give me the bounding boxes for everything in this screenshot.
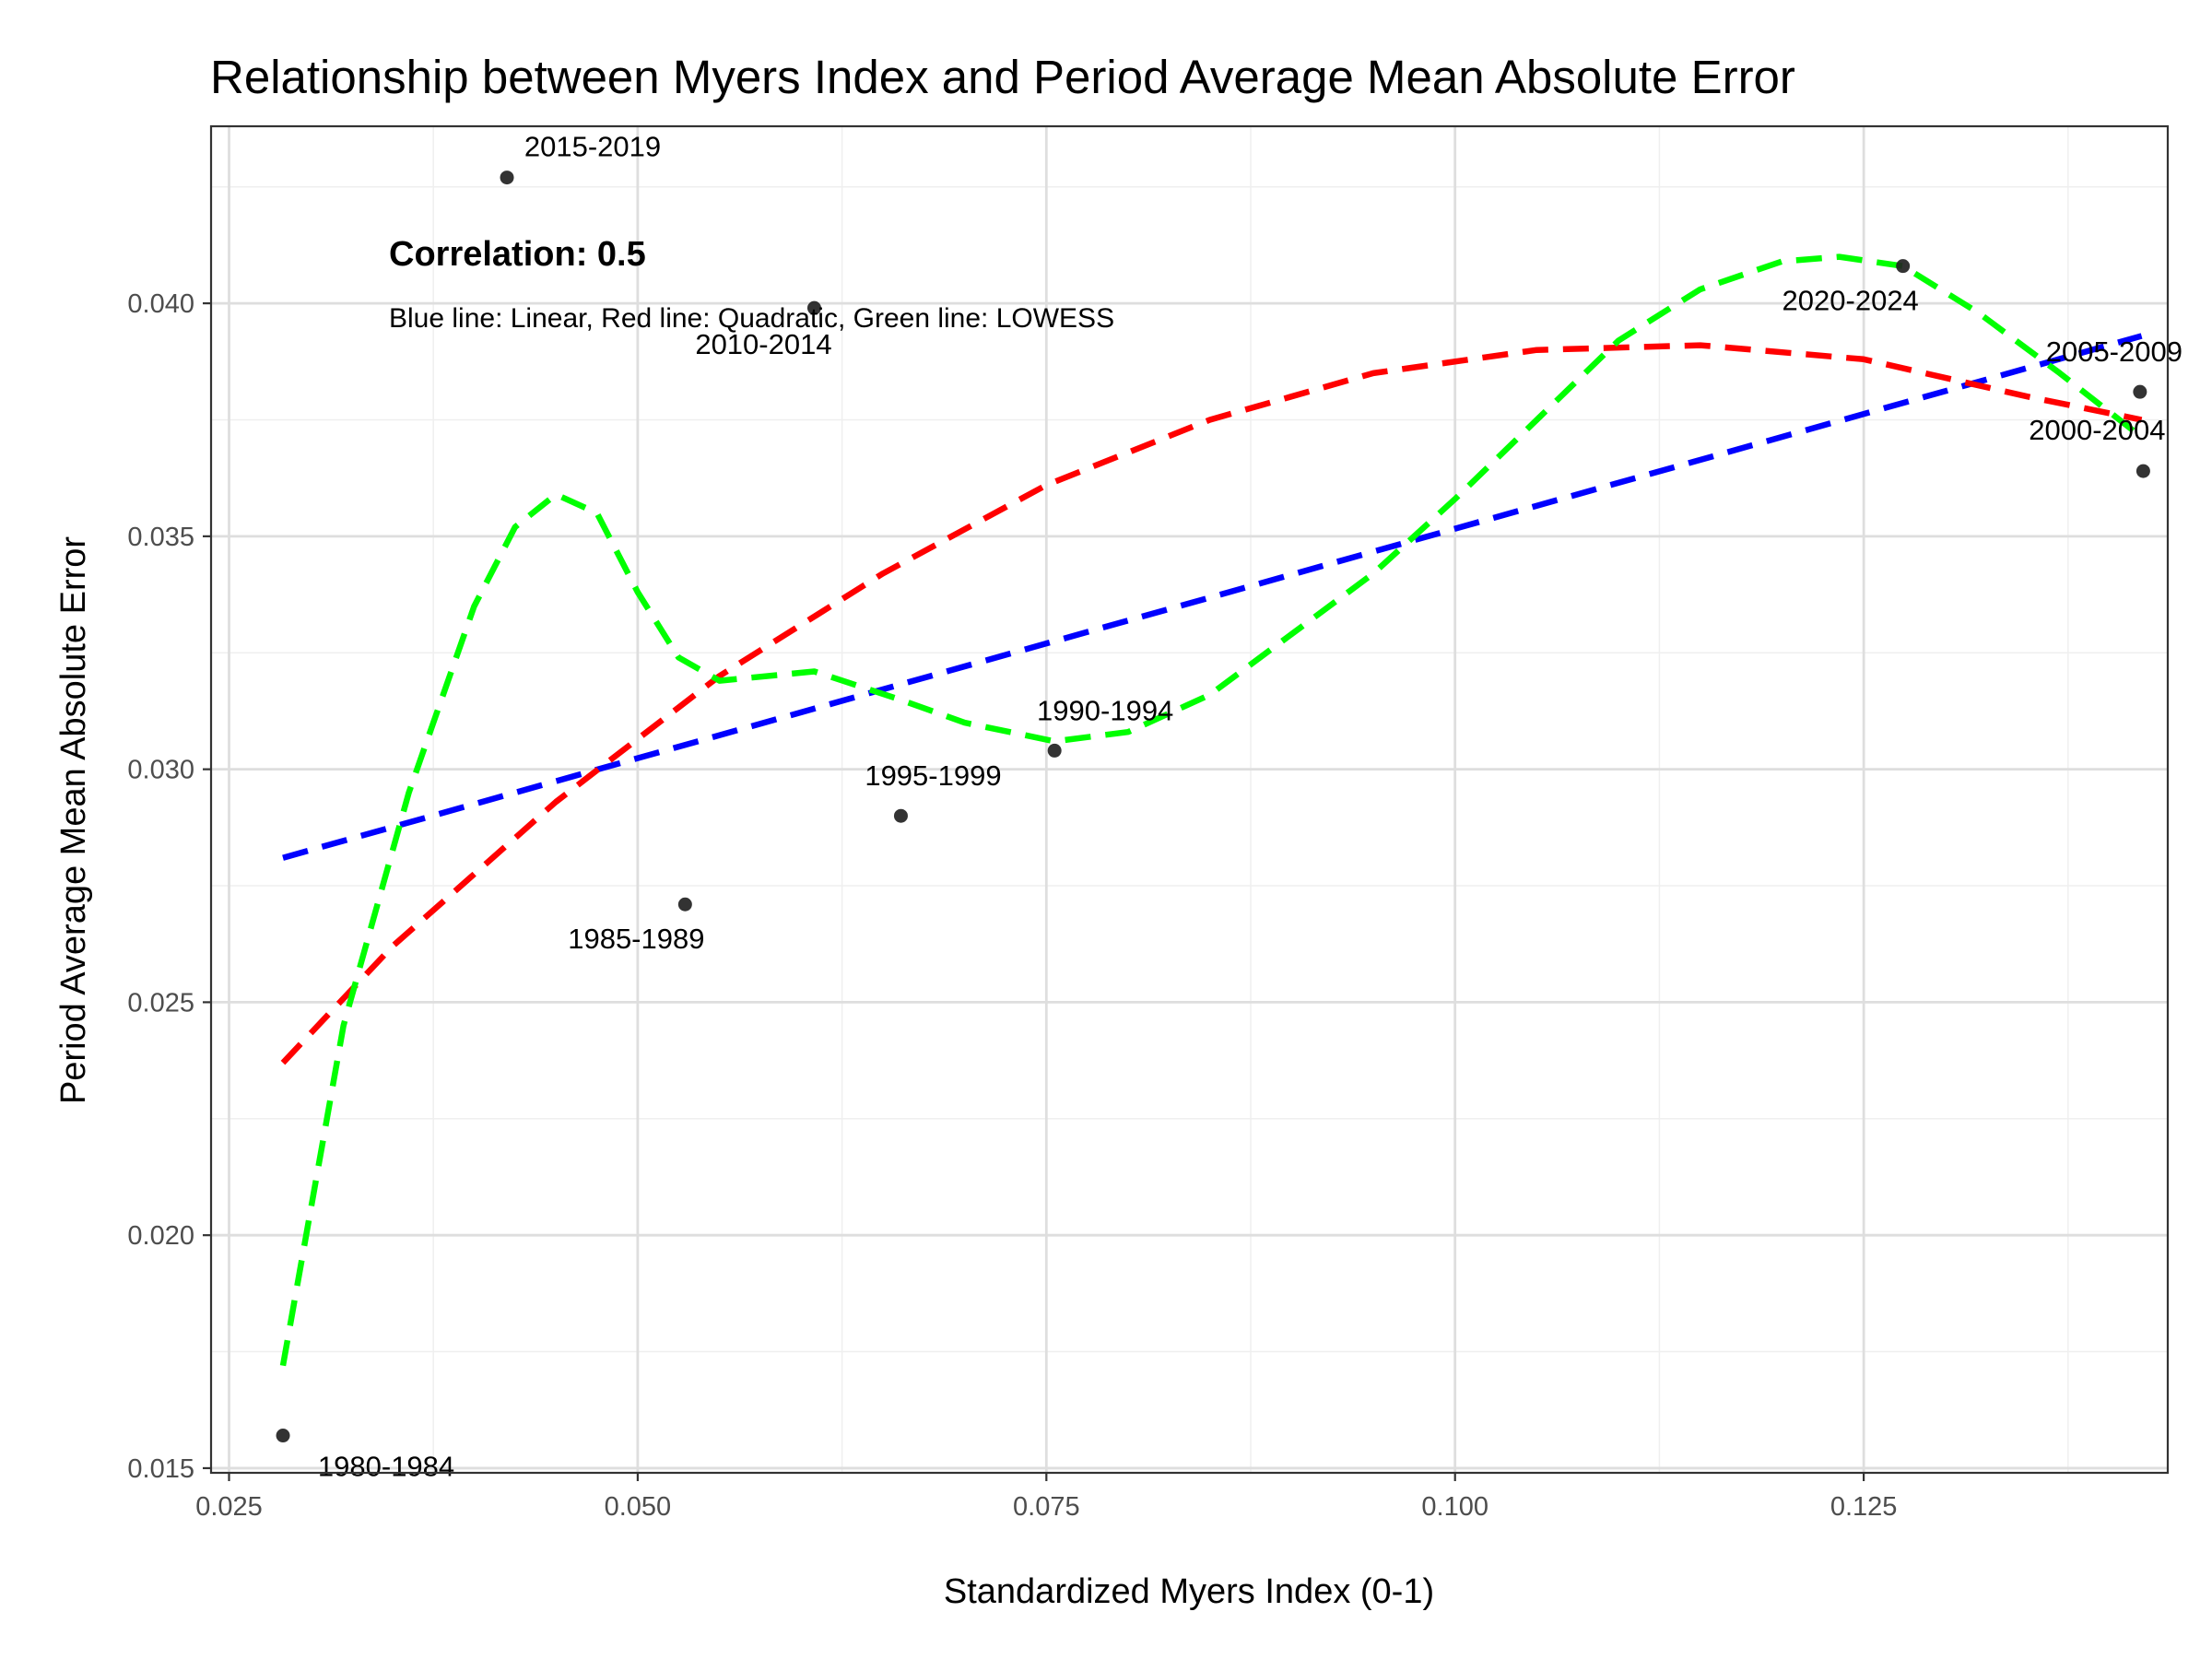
y-tick-label: 0.035: [127, 523, 194, 552]
data-points: [276, 171, 2150, 1443]
y-tick-label: 0.040: [127, 289, 194, 319]
annotations: Correlation: 0.5 Blue line: Linear, Red l…: [389, 235, 1114, 334]
panel-border: [209, 124, 2170, 1475]
y-tick-label: 0.025: [127, 988, 194, 1018]
data-point: [2133, 384, 2147, 399]
data-point: [1896, 259, 1911, 274]
point-label: 2020-2024: [1783, 285, 1919, 317]
data-point: [893, 808, 908, 823]
data-point: [677, 897, 692, 912]
point-labels: 1980-1984 1985-1989 1990-1994 1995-1999 2000…: [318, 131, 2183, 1483]
y-axis-ticks: 0.015 0.020 0.025 0.030 0.035 0.040: [127, 289, 211, 1484]
point-label: 1995-1999: [865, 759, 1001, 792]
point-label: 2000-2004: [2029, 414, 2165, 446]
fit-lines: [279, 253, 2146, 1367]
fit-line-lowess: [279, 253, 2146, 1367]
grid-major-lines: [211, 126, 2168, 1473]
point-label: 1980-1984: [318, 1451, 454, 1483]
x-axis-ticks: 0.025 0.050 0.075 0.100 0.125: [195, 1473, 1897, 1522]
point-label: 2010-2014: [695, 328, 831, 360]
grid-minor-lines: [211, 126, 2168, 1473]
x-tick-label: 0.125: [1830, 1492, 1898, 1522]
point-label: 1985-1989: [568, 923, 704, 955]
x-tick-label: 0.100: [1421, 1492, 1488, 1522]
x-axis-title: Standardized Myers Index (0-1): [944, 1572, 1434, 1611]
point-label: 1990-1994: [1037, 694, 1173, 726]
x-tick-label: 0.025: [195, 1492, 263, 1522]
y-tick-label: 0.030: [127, 756, 194, 785]
data-point: [276, 1429, 290, 1443]
point-label: 2015-2019: [524, 131, 661, 163]
data-point: [1047, 743, 1062, 758]
fit-line-quadratic: [280, 342, 2143, 1065]
x-tick-label: 0.075: [1013, 1492, 1080, 1522]
chart-title: Relationship between Myers Index and Per…: [210, 51, 1795, 103]
x-tick-label: 0.050: [605, 1492, 672, 1522]
y-axis-title: Period Average Mean Absolute Error: [54, 536, 93, 1104]
y-tick-label: 0.020: [127, 1221, 194, 1251]
y-tick-label: 0.015: [127, 1454, 194, 1484]
data-point: [806, 300, 821, 315]
correlation-annotation: Correlation: 0.5: [389, 235, 646, 274]
data-point: [500, 171, 514, 185]
point-label: 2005-2009: [2046, 335, 2183, 368]
data-point: [2136, 464, 2150, 478]
legend-annotation: Blue line: Linear, Red line: Quadratic, …: [389, 303, 1114, 334]
